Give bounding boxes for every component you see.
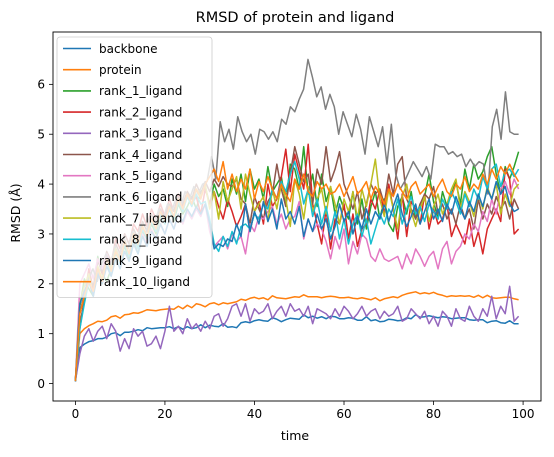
legend-label-protein: protein xyxy=(99,63,142,77)
x-tick-label: 80 xyxy=(426,407,441,421)
legend-box xyxy=(56,36,213,298)
plot-frame xyxy=(52,31,542,402)
legend-label-rank_9_ligand: rank_9_ligand xyxy=(99,254,182,268)
legend-label-rank_3_ligand: rank_3_ligand xyxy=(99,127,182,141)
series-line-protein xyxy=(74,291,519,382)
legend-label-rank_2_ligand: rank_2_ligand xyxy=(99,105,182,119)
x-tick-label: 60 xyxy=(336,407,351,421)
y-axis: 0 1 2 3 4 5 6 xyxy=(37,78,53,391)
x-tick-label: 20 xyxy=(157,407,172,421)
y-tick-label: 5 xyxy=(37,128,45,142)
series-line-backbone xyxy=(74,313,519,382)
legend-label-rank_6_ligand: rank_6_ligand xyxy=(99,190,182,204)
x-axis-label: time xyxy=(281,428,310,443)
legend-label-rank_10_ligand: rank_10_ligand xyxy=(99,275,190,289)
legend-label-rank_1_ligand: rank_1_ligand xyxy=(99,84,182,98)
legend-label-rank_4_ligand: rank_4_ligand xyxy=(99,148,182,162)
y-tick-label: 2 xyxy=(37,277,45,291)
x-tick-label: 0 xyxy=(72,407,80,421)
legend-label-rank_8_ligand: rank_8_ligand xyxy=(99,233,182,247)
x-axis: 0 20 40 60 80 100 xyxy=(72,401,535,421)
legend-label-rank_7_ligand: rank_7_ligand xyxy=(99,211,182,225)
y-tick-label: 1 xyxy=(37,327,45,341)
y-tick-label: 0 xyxy=(37,377,45,391)
x-tick-label: 100 xyxy=(512,407,535,421)
legend-label-backbone: backbone xyxy=(99,42,157,56)
chart-title: RMSD of protein and ligand xyxy=(196,10,395,26)
x-tick-label: 40 xyxy=(247,407,262,421)
y-tick-label: 6 xyxy=(37,78,45,92)
series-line-rank_3_ligand xyxy=(74,285,520,382)
y-axis-label: RMSD (Å) xyxy=(8,183,23,242)
y-tick-label: 4 xyxy=(37,177,45,191)
y-tick-label: 3 xyxy=(37,227,45,241)
legend: backbone protein rank_1_ligand rank_2_ligan… xyxy=(56,36,213,298)
legend-label-rank_5_ligand: rank_5_ligand xyxy=(99,169,182,183)
